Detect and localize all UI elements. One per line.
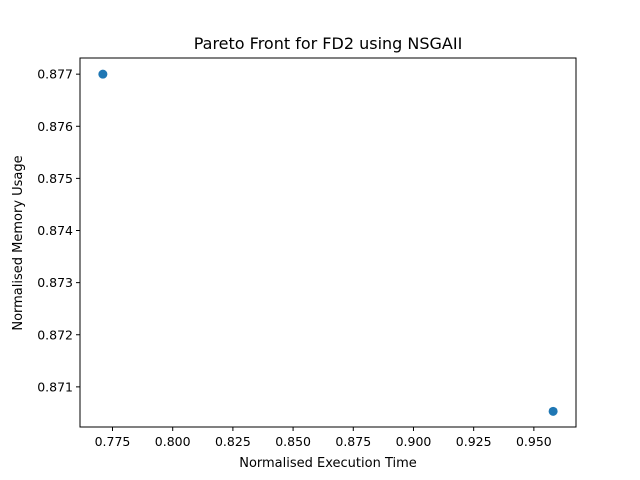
y-axis-label: Normalised Memory Usage xyxy=(11,155,26,330)
y-tick-label: 0.876 xyxy=(37,119,73,134)
plot-area-frame xyxy=(79,57,577,428)
y-tick-label: 0.872 xyxy=(37,327,73,342)
y-tick-label: 0.873 xyxy=(37,275,73,290)
y-tick-label: 0.877 xyxy=(37,67,73,82)
x-tick-label: 0.850 xyxy=(275,434,311,449)
x-tick-label: 0.875 xyxy=(335,434,371,449)
x-tick-label: 0.950 xyxy=(516,434,552,449)
scatter-points xyxy=(98,69,558,416)
chart-title: Pareto Front for FD2 using NSGAII xyxy=(194,34,463,53)
y-tick-label: 0.871 xyxy=(37,379,73,394)
scatter-point xyxy=(548,406,558,416)
y-axis-ticks: 0.871 0.872 0.873 0.874 0.875 0.876 0.877 xyxy=(37,67,80,394)
x-tick-label: 0.900 xyxy=(396,434,432,449)
y-tick-label: 0.874 xyxy=(37,223,73,238)
x-tick-label: 0.800 xyxy=(155,434,191,449)
x-tick-label: 0.925 xyxy=(456,434,492,449)
x-axis-label: Normalised Execution Time xyxy=(239,456,417,471)
x-tick-label: 0.825 xyxy=(215,434,251,449)
y-tick-label: 0.875 xyxy=(37,171,73,186)
x-axis-ticks: 0.775 0.800 0.825 0.850 0.875 0.900 0.925 0.950 xyxy=(95,427,552,449)
x-tick-label: 0.775 xyxy=(95,434,131,449)
scatter-point xyxy=(98,69,108,79)
